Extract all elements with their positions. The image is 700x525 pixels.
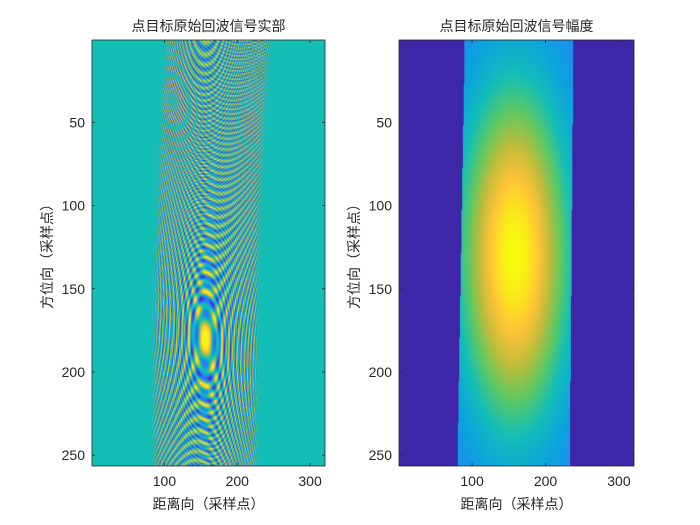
axes-frame (91, 39, 326, 467)
y-tick-label: 100 (62, 198, 86, 214)
axes-frame (398, 39, 635, 467)
y-axis-label: 方位向（采样点） (40, 197, 56, 309)
x-axis-label: 距离向（采样点） (153, 496, 265, 513)
y-tick-label: 150 (62, 281, 86, 297)
x-tick-label: 100 (460, 473, 484, 489)
y-tick-label: 250 (62, 447, 86, 463)
chart-title: 点目标原始回波信号实部 (132, 19, 286, 35)
y-tick-label: 200 (62, 364, 86, 380)
x-tick-label: 200 (534, 473, 558, 489)
y-tick-label: 100 (369, 198, 393, 214)
y-axis-label: 方位向（采样点） (347, 197, 363, 309)
x-tick-label: 300 (607, 473, 631, 489)
y-tick-label: 50 (69, 114, 85, 130)
subplot-2: 100 200 300 50 100 150 200 250 点目标原始回波信号幅度距离向（采样… (347, 19, 635, 513)
x-tick-label: 100 (153, 473, 177, 489)
y-tick-label: 50 (376, 114, 392, 130)
x-axis-label: 距离向（采样点） (461, 496, 573, 513)
heatmap-image (92, 40, 325, 466)
y-tick-label: 250 (369, 447, 393, 463)
heatmap-image (399, 40, 634, 466)
y-tick-label: 200 (369, 364, 393, 380)
subplot-1: 100 200 300 50 100 150 200 250 点目标原始回波信号实部距离向（采样… (40, 19, 326, 513)
y-tick-label: 150 (369, 281, 393, 297)
chart-title: 点目标原始回波信号幅度 (440, 19, 594, 35)
x-tick-label: 200 (226, 473, 250, 489)
x-tick-label: 300 (298, 473, 322, 489)
